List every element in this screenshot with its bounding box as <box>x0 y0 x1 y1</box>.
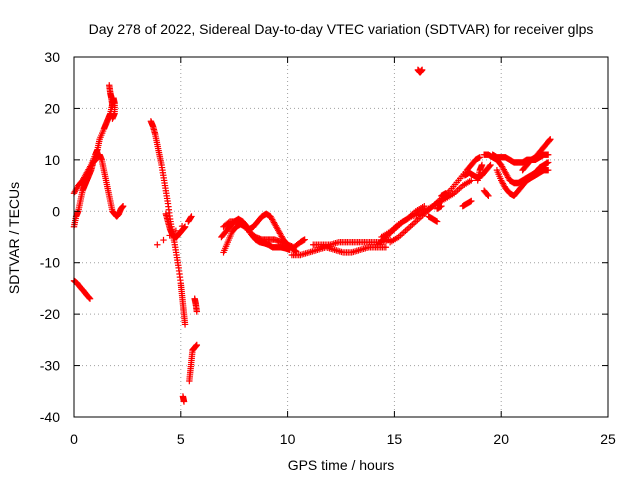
series-track-14 <box>288 244 390 259</box>
data-point <box>187 214 195 221</box>
data-point <box>154 241 161 248</box>
plot-frame <box>73 56 609 418</box>
data-point <box>382 244 390 251</box>
y-tick-label: -40 <box>40 409 60 425</box>
series-track-10 <box>191 295 201 315</box>
data-point <box>180 398 188 405</box>
data-point <box>485 192 492 200</box>
x-tick-label: 20 <box>493 431 509 447</box>
series-track-6 <box>162 210 189 241</box>
series-track-26 <box>480 187 492 200</box>
series-track-17 <box>386 154 484 246</box>
x-tick-label: 15 <box>387 431 403 447</box>
data-point <box>418 66 426 74</box>
x-tick-label: 0 <box>70 431 78 447</box>
series-track-18 <box>378 202 428 241</box>
axis-ticks <box>73 56 609 418</box>
data-point <box>478 161 486 169</box>
series-track-7 <box>154 213 195 248</box>
series-track-30 <box>519 136 554 174</box>
x-tick-labels: 0 5 10 15 20 25 <box>70 431 616 447</box>
data-point <box>421 202 428 210</box>
data-point <box>292 248 300 255</box>
data-point <box>438 202 445 210</box>
data-point <box>85 294 92 301</box>
series-track-19 <box>414 66 426 76</box>
y-tick-label: 0 <box>52 203 60 219</box>
series-track-1 <box>70 94 118 197</box>
series-track-24 <box>459 197 475 210</box>
data-point <box>544 166 552 174</box>
series-track-4 <box>70 277 94 302</box>
series-track-3 <box>106 82 116 110</box>
series-track-23 <box>461 161 494 182</box>
data-point <box>468 177 475 184</box>
y-tick-label: -30 <box>40 358 60 374</box>
y-tick-label: -20 <box>40 306 60 322</box>
data-point <box>547 136 554 143</box>
data-point <box>544 151 552 158</box>
data-point <box>172 227 180 235</box>
data-point <box>487 161 494 169</box>
series-track-9 <box>186 341 201 385</box>
data-points <box>70 66 554 405</box>
data-point <box>109 102 116 110</box>
data-point <box>544 159 552 166</box>
series-track-20 <box>425 213 441 225</box>
data-point <box>181 321 189 328</box>
y-axis-label: SDTVAR / TECUs <box>6 182 22 294</box>
y-tick-label: 30 <box>44 49 60 65</box>
data-point <box>178 223 186 230</box>
x-tick-label: 25 <box>600 431 616 447</box>
data-point <box>109 115 116 122</box>
data-point <box>160 236 167 244</box>
grid <box>74 57 608 417</box>
series-track-25 <box>474 161 486 184</box>
series-track-21 <box>433 202 445 212</box>
y-tick-labels: -40 -30 -20 -10 0 10 20 30 <box>40 49 60 425</box>
data-point <box>486 162 493 170</box>
data-point <box>188 213 195 220</box>
series-track-29 <box>493 166 552 200</box>
series-track-22 <box>438 190 449 200</box>
series-track-13 <box>220 218 308 251</box>
data-point <box>193 341 201 349</box>
data-point <box>468 197 475 205</box>
data-point <box>166 232 173 239</box>
data-point <box>442 190 449 197</box>
chart-title: Day 278 of 2022, Sidereal Day-to-day VTE… <box>89 21 594 37</box>
series-track-8 <box>179 393 188 405</box>
data-point <box>301 236 308 243</box>
data-point <box>86 294 93 302</box>
data-point <box>476 154 484 161</box>
data-point <box>119 202 127 210</box>
x-axis-label: GPS time / hours <box>288 457 395 473</box>
y-tick-label: -10 <box>40 255 60 271</box>
x-tick-label: 10 <box>280 431 296 447</box>
y-tick-label: 10 <box>44 152 60 168</box>
data-point <box>193 308 201 315</box>
data-point <box>433 218 441 225</box>
data-point <box>86 295 94 302</box>
series-track-2 <box>70 151 127 230</box>
data-point <box>484 191 491 199</box>
y-tick-label: 20 <box>44 100 60 116</box>
x-tick-label: 5 <box>177 431 185 447</box>
